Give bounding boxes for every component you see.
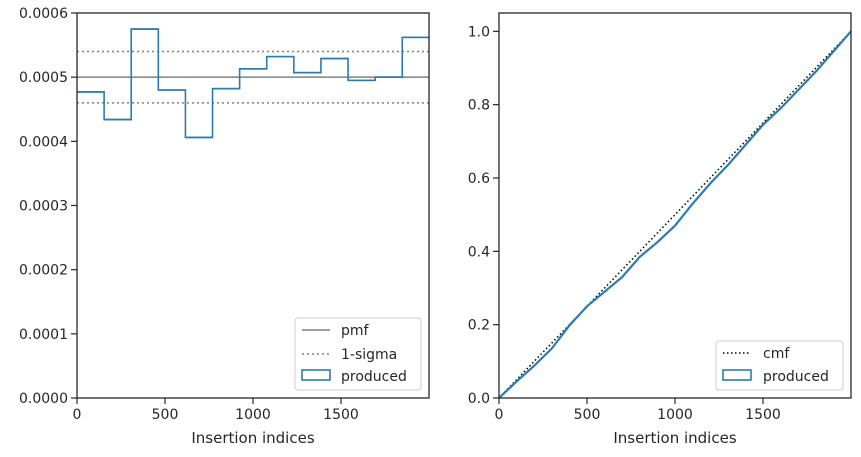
x-tick-label: 500 <box>152 407 179 423</box>
y-tick-label: 0.0001 <box>19 327 68 343</box>
produced-cdf-point <box>621 276 623 278</box>
axes-frame <box>498 12 852 399</box>
cmf-line <box>498 30 852 399</box>
y-tick-label: 0.0003 <box>19 199 68 215</box>
legend-cmf-label: cmf <box>763 346 790 362</box>
y-tick-label: 0.0006 <box>19 6 68 22</box>
produced-cdf-point <box>815 70 817 73</box>
y-tick-label: 0.0004 <box>19 134 68 150</box>
legend-box <box>294 317 422 391</box>
legend: cmf produced <box>715 340 844 391</box>
legend: pmf 1-sigma produced <box>294 317 422 391</box>
produced-histogram-outline <box>77 28 429 139</box>
produced-cdf-point <box>586 305 588 308</box>
cmf-panel: 0 500 1000 1500 0.0 0.2 0.4 0.6 0.8 1.0 Insertion … <box>468 12 852 447</box>
produced-cdf-point <box>797 89 799 91</box>
y-tick-label: 0.6 <box>468 171 490 187</box>
x-tick-label: 0 <box>73 407 82 423</box>
produced-cdf-point <box>674 224 676 227</box>
x-tick-label: 500 <box>574 407 601 423</box>
legend-produced-label: produced <box>341 369 407 385</box>
y-tick-label: 0.8 <box>468 98 490 114</box>
y-tick-label: 0.2 <box>468 318 490 334</box>
produced-cdf-point <box>568 324 571 327</box>
y-tick-label: 0.0002 <box>19 263 68 279</box>
axes-frame <box>76 12 430 399</box>
y-tick-label: 0.0000 <box>19 391 68 407</box>
y-tick-label: 0.0 <box>468 391 490 407</box>
legend-produced-swatch <box>722 369 752 381</box>
x-tick-label: 1500 <box>323 407 359 423</box>
legend-produced-label: produced <box>763 369 829 385</box>
x-tick-label: 1000 <box>657 407 693 423</box>
produced-cdf-point <box>533 364 535 367</box>
produced-cdf-point <box>727 164 729 166</box>
y-tick-label: 0.4 <box>468 244 490 260</box>
x-tick-label: 0 <box>495 407 504 423</box>
produced-cdf-point <box>551 347 553 350</box>
produced-cdf-point <box>779 107 782 110</box>
pmf-panel: 0 500 1000 1500 0.0000 0.0001 0.0002 0.0003 0.00… <box>19 6 430 447</box>
produced-cdf-point <box>515 380 518 383</box>
legend-pmf-label: pmf <box>341 323 370 339</box>
produced-cdf-point <box>709 182 711 185</box>
legend-sigma-label: 1-sigma <box>341 347 397 363</box>
produced-cdf-point <box>832 50 835 53</box>
x-tick-label: 1500 <box>745 407 781 423</box>
produced-cdf-point <box>691 202 694 205</box>
y-tick-label: 0.0005 <box>19 70 68 86</box>
legend-produced-swatch <box>301 369 331 381</box>
produced-cdf-point <box>639 256 641 258</box>
y-tick-label: 1.0 <box>468 24 490 40</box>
produced-cdf-point <box>744 144 747 146</box>
x-axis-label: Insertion indices <box>613 429 736 447</box>
x-axis-label: Insertion indices <box>191 429 314 447</box>
produced-cdf-point <box>762 124 764 126</box>
produced-cdf-point <box>603 290 606 293</box>
produced-cdf-point <box>656 241 659 243</box>
x-tick-label: 1000 <box>235 407 271 423</box>
